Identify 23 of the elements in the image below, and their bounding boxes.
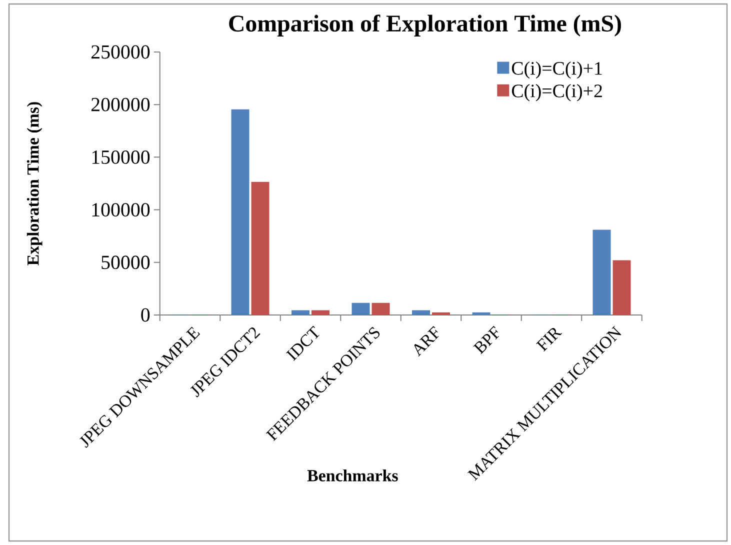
bar: [432, 312, 450, 315]
y-tick-label: 150000: [92, 150, 150, 164]
bar: [372, 302, 390, 315]
bar: [231, 109, 250, 315]
bar: [352, 302, 370, 315]
bar: [412, 310, 430, 315]
y-tick-label: 0: [141, 308, 150, 322]
chart-title: Comparison of Exploration Time (mS): [229, 14, 621, 36]
bar: [292, 310, 310, 315]
y-tick-label: 200000: [91, 98, 150, 112]
y-tick-label: 250000: [91, 45, 150, 59]
bar: [312, 310, 330, 315]
x-tick-label: BPF: [473, 326, 500, 354]
legend-label: C(i)=C(i)+1: [512, 61, 602, 79]
y-axis-title: Exploration Time (ms): [26, 102, 42, 266]
bar: [612, 260, 631, 315]
y-tick-label: 50000: [102, 256, 150, 270]
bar: [592, 230, 611, 315]
legend-label: C(i)=C(i)+2: [512, 84, 602, 102]
y-tick-label: 100000: [92, 203, 150, 216]
bar: [251, 182, 270, 315]
x-axis-title: Benchmarks: [307, 469, 398, 482]
bar: [472, 312, 490, 315]
